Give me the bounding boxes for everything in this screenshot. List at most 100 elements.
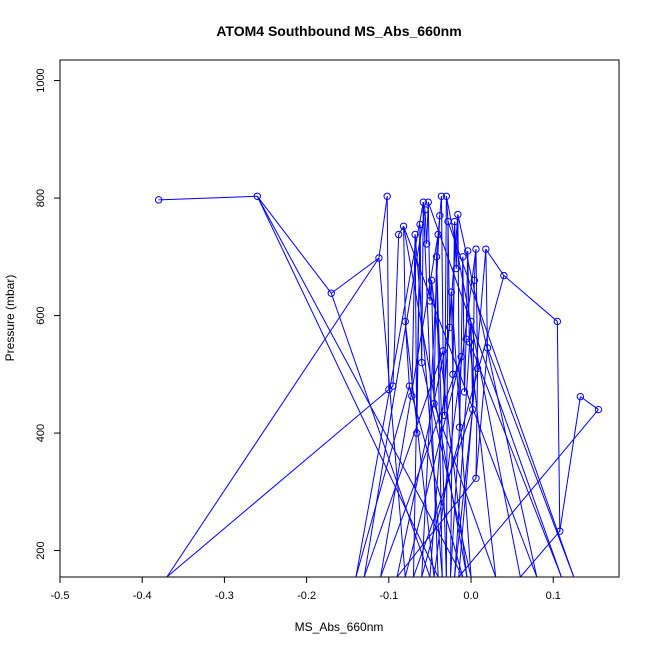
series-segment bbox=[503, 275, 558, 322]
series-segment bbox=[378, 257, 406, 577]
data-point bbox=[422, 240, 431, 248]
series-segment bbox=[462, 256, 465, 392]
x-axis-label: MS_Abs_660nm bbox=[295, 620, 384, 634]
series-segment bbox=[445, 196, 449, 222]
y-tick-label: 400 bbox=[35, 424, 47, 442]
data-point bbox=[460, 388, 469, 396]
series-segment bbox=[422, 202, 439, 577]
data-point bbox=[454, 210, 462, 219]
series-segment bbox=[330, 257, 380, 294]
series-segment bbox=[475, 347, 488, 479]
data-point bbox=[465, 338, 474, 346]
data-point bbox=[467, 317, 475, 326]
data-point bbox=[556, 527, 564, 535]
data-point bbox=[432, 253, 441, 261]
y-tick-label: 800 bbox=[35, 189, 47, 207]
data-point bbox=[436, 211, 444, 220]
chart-title: ATOM4 Southbound MS_Abs_660nm bbox=[216, 23, 461, 39]
series-segment bbox=[403, 226, 468, 577]
data-point bbox=[482, 245, 490, 253]
series-segment bbox=[487, 347, 575, 577]
data-point bbox=[399, 222, 408, 230]
x-tick-label: -0.4 bbox=[133, 590, 152, 602]
x-tick-label: -0.2 bbox=[297, 590, 316, 602]
y-tick-label: 200 bbox=[35, 541, 47, 559]
data-point bbox=[419, 198, 428, 206]
series-segment bbox=[429, 214, 459, 577]
series-segment bbox=[419, 224, 423, 363]
plot-frame bbox=[59, 59, 620, 578]
series-segment bbox=[468, 341, 562, 577]
series-segment bbox=[421, 362, 472, 577]
series-segment bbox=[559, 396, 581, 532]
series-segment bbox=[256, 196, 439, 577]
data-point bbox=[418, 358, 426, 367]
series-segment bbox=[427, 202, 562, 577]
series-segment bbox=[363, 350, 444, 577]
series-segment bbox=[454, 321, 472, 577]
x-tick-label: -0.5 bbox=[51, 590, 70, 602]
series-segment bbox=[256, 195, 332, 294]
series-segment bbox=[454, 409, 474, 577]
series-segment bbox=[396, 327, 451, 577]
data-point bbox=[437, 192, 446, 201]
data-point bbox=[449, 370, 457, 379]
series-segment bbox=[256, 196, 464, 577]
series-segment bbox=[475, 368, 479, 479]
data-point bbox=[416, 220, 424, 229]
data-point bbox=[442, 192, 451, 201]
series-segment bbox=[431, 280, 468, 577]
series-segment bbox=[386, 196, 390, 390]
series-segment bbox=[436, 256, 443, 577]
series-segment bbox=[158, 195, 258, 201]
series-segment bbox=[355, 385, 410, 577]
series-segment bbox=[404, 321, 435, 577]
series-segment bbox=[380, 234, 439, 577]
x-tick-label: -0.1 bbox=[379, 590, 398, 602]
data-point bbox=[426, 297, 434, 305]
series-segment bbox=[414, 234, 443, 577]
data-point bbox=[375, 254, 383, 262]
data-point bbox=[421, 206, 429, 214]
data-point bbox=[430, 399, 438, 408]
data-point bbox=[445, 323, 454, 332]
y-axis: 200 400 600 800 1000 bbox=[35, 68, 61, 560]
data-point bbox=[483, 344, 492, 352]
data-point bbox=[253, 192, 261, 201]
x-tick-label: 0.0 bbox=[463, 590, 478, 602]
series-segment bbox=[363, 209, 426, 577]
x-tick-label: 0.1 bbox=[546, 590, 561, 602]
data-point bbox=[500, 271, 508, 280]
series-segment bbox=[378, 196, 388, 259]
series-segment bbox=[556, 321, 561, 532]
data-point bbox=[459, 253, 467, 261]
data-point bbox=[473, 364, 482, 373]
data-point bbox=[401, 317, 409, 326]
data-point bbox=[457, 352, 465, 361]
data-point bbox=[441, 411, 449, 420]
data-point bbox=[408, 392, 416, 400]
data-point bbox=[447, 288, 455, 296]
data-point bbox=[594, 405, 603, 414]
data-point bbox=[452, 264, 460, 273]
data-point bbox=[450, 217, 459, 226]
series-segment bbox=[166, 257, 380, 577]
data-point bbox=[464, 247, 472, 255]
data-point bbox=[424, 198, 432, 206]
series-segment bbox=[519, 530, 561, 577]
series-segment bbox=[404, 321, 410, 387]
series-segment bbox=[445, 196, 521, 577]
data-point bbox=[468, 405, 477, 414]
series-lines bbox=[158, 195, 599, 577]
series-points bbox=[154, 192, 603, 535]
y-tick-label: 600 bbox=[35, 306, 47, 324]
data-point bbox=[553, 317, 562, 326]
series-segment bbox=[421, 202, 424, 363]
series-segment bbox=[330, 293, 431, 577]
series-segment bbox=[463, 339, 467, 392]
data-point bbox=[413, 429, 421, 437]
y-tick-label: 1000 bbox=[35, 68, 47, 92]
series-segment bbox=[408, 385, 464, 577]
data-point bbox=[154, 196, 163, 204]
